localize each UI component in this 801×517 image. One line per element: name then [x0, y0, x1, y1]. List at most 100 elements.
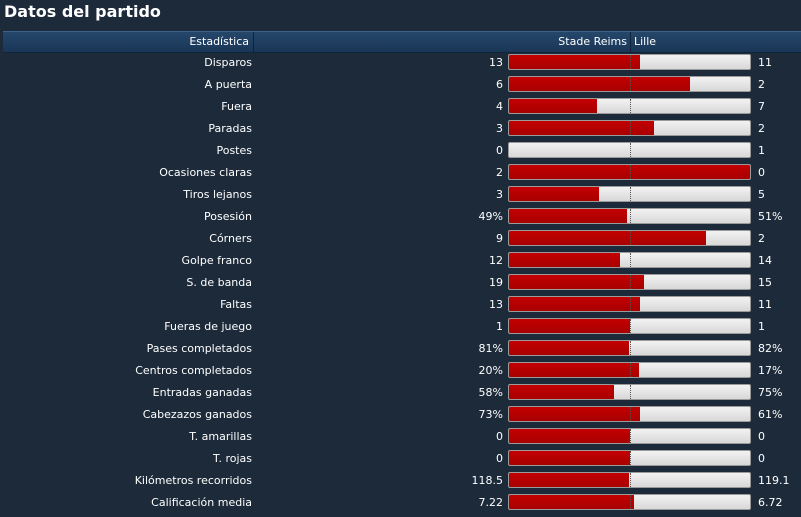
stat-label: A puerta — [204, 78, 252, 91]
stat-row: Tiros lejanos 3 5 — [0, 184, 801, 206]
away-value: 82% — [758, 342, 783, 355]
comparison-bar — [508, 208, 751, 224]
home-share-fill — [509, 253, 620, 267]
home-share-fill — [509, 77, 690, 91]
stat-row: Centros completados 20% 17% — [0, 360, 801, 382]
comparison-bar — [508, 252, 751, 268]
away-value: 2 — [758, 232, 765, 245]
comparison-bar — [508, 120, 751, 136]
home-value: 81% — [478, 342, 503, 355]
home-value: 7.22 — [478, 496, 504, 509]
stat-label: T. rojas — [213, 452, 252, 465]
midpoint-marker — [630, 99, 631, 113]
comparison-bar — [508, 274, 751, 290]
comparison-bar — [508, 54, 751, 70]
home-value: 58% — [478, 386, 503, 399]
stat-label: Calificación media — [151, 496, 252, 509]
away-value: 17% — [758, 364, 783, 377]
away-value: 0 — [758, 452, 765, 465]
away-value: 5 — [758, 188, 765, 201]
away-value: 11 — [758, 298, 772, 311]
midpoint-marker — [630, 495, 631, 509]
home-share-fill — [509, 187, 599, 201]
stat-row: Posesión 49% 51% — [0, 206, 801, 228]
midpoint-marker — [630, 363, 631, 377]
stat-row: S. de banda 19 15 — [0, 272, 801, 294]
stat-label: Posesión — [204, 210, 252, 223]
home-share-fill — [509, 297, 640, 311]
home-value: 3 — [496, 122, 503, 135]
stat-label: Pases completados — [146, 342, 252, 355]
midpoint-marker — [630, 385, 631, 399]
stat-label: Cabezazos ganados — [142, 408, 252, 421]
home-value: 0 — [496, 144, 503, 157]
page-title: Datos del partido — [4, 2, 161, 21]
midpoint-marker — [630, 319, 631, 333]
home-share-fill — [509, 319, 630, 333]
midpoint-marker — [630, 341, 631, 355]
home-share-fill — [509, 231, 706, 245]
comparison-bar — [508, 142, 751, 158]
stat-row: T. amarillas 0 0 — [0, 426, 801, 448]
home-share-fill — [509, 55, 640, 69]
home-value: 0 — [496, 430, 503, 443]
midpoint-marker — [630, 55, 631, 69]
home-value: 118.5 — [471, 474, 504, 487]
midpoint-marker — [630, 275, 631, 289]
home-value: 12 — [489, 254, 503, 267]
home-value: 1 — [496, 320, 503, 333]
column-header-away-team[interactable]: Lille — [634, 35, 657, 48]
stat-row: Entradas ganadas 58% 75% — [0, 382, 801, 404]
away-value: 6.72 — [758, 496, 783, 509]
home-share-fill — [509, 363, 639, 377]
away-value: 75% — [758, 386, 783, 399]
stat-row: Córners 9 2 — [0, 228, 801, 250]
column-header-home-team[interactable]: Stade Reims — [255, 32, 631, 52]
home-value: 73% — [478, 408, 503, 421]
away-value: 2 — [758, 122, 765, 135]
home-share-fill — [509, 407, 640, 421]
comparison-bar — [508, 362, 751, 378]
away-value: 7 — [758, 100, 765, 113]
away-value: 51% — [758, 210, 783, 223]
midpoint-marker — [630, 121, 631, 135]
stat-row: Fuera 4 7 — [0, 96, 801, 118]
stat-row: A puerta 6 2 — [0, 74, 801, 96]
stat-label: Entradas ganadas — [152, 386, 252, 399]
stat-label: Postes — [216, 144, 252, 157]
stat-row: Faltas 13 11 — [0, 294, 801, 316]
home-value: 49% — [478, 210, 503, 223]
comparison-bar — [508, 428, 751, 444]
stat-label: Disparos — [204, 56, 252, 69]
away-value: 1 — [758, 144, 765, 157]
stat-label: Paradas — [208, 122, 252, 135]
comparison-bar — [508, 340, 751, 356]
away-value: 61% — [758, 408, 783, 421]
midpoint-marker — [630, 297, 631, 311]
midpoint-marker — [630, 77, 631, 91]
comparison-bar — [508, 384, 751, 400]
away-value: 1 — [758, 320, 765, 333]
column-header-statistic[interactable]: Estadística — [3, 32, 254, 52]
home-value: 13 — [489, 298, 503, 311]
home-share-fill — [509, 473, 629, 487]
stat-row: T. rojas 0 0 — [0, 448, 801, 470]
midpoint-marker — [630, 165, 631, 179]
home-value: 9 — [496, 232, 503, 245]
home-share-fill — [509, 495, 634, 509]
home-share-fill — [509, 165, 750, 179]
stat-row: Pases completados 81% 82% — [0, 338, 801, 360]
home-share-fill — [509, 99, 597, 113]
comparison-bar — [508, 98, 751, 114]
midpoint-marker — [630, 187, 631, 201]
stat-row: Kilómetros recorridos 118.5 119.1 — [0, 470, 801, 492]
midpoint-marker — [630, 231, 631, 245]
midpoint-marker — [630, 209, 631, 223]
away-value: 119.1 — [758, 474, 790, 487]
midpoint-marker — [630, 407, 631, 421]
home-value: 2 — [496, 166, 503, 179]
comparison-bar — [508, 230, 751, 246]
home-value: 3 — [496, 188, 503, 201]
away-value: 2 — [758, 78, 765, 91]
midpoint-marker — [630, 451, 631, 465]
